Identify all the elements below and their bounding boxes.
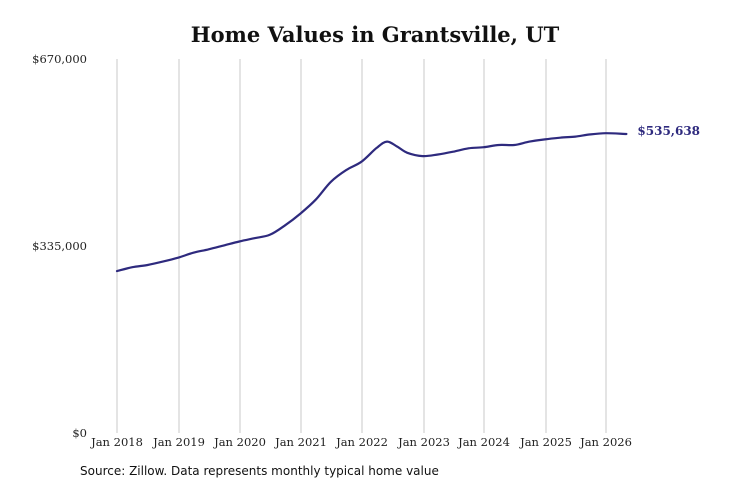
chart-title: Home Values in Grantsville, UT [191, 22, 560, 47]
x-tick-label: Jan 2024 [457, 435, 510, 449]
series-group [115, 132, 628, 273]
x-tick-label: Jan 2018 [90, 435, 143, 449]
x-tick-label: Jan 2020 [213, 435, 266, 449]
y-tick-label: $335,000 [32, 239, 87, 253]
x-tick-label: Jan 2021 [274, 435, 327, 449]
x-gridlines [116, 59, 607, 433]
x-tick-label: Jan 2023 [397, 435, 450, 449]
home-value-line [115, 132, 628, 273]
y-axis-ticks: $670,000 $335,000 $0 [32, 52, 87, 440]
x-axis-ticks: Jan 2018 Jan 2019 Jan 2020 Jan 2021 Jan 2022… [90, 435, 632, 449]
y-tick-label: $670,000 [32, 52, 87, 66]
x-tick-label: Jan 2019 [152, 435, 205, 449]
source-note: Source: Zillow. Data represents monthly … [80, 464, 439, 478]
end-value-label: $535,638 [637, 124, 700, 138]
x-tick-label: Jan 2022 [335, 435, 388, 449]
x-tick-label: Jan 2026 [579, 435, 632, 449]
y-tick-label: $0 [72, 426, 87, 440]
x-tick-label: Jan 2025 [519, 435, 572, 449]
